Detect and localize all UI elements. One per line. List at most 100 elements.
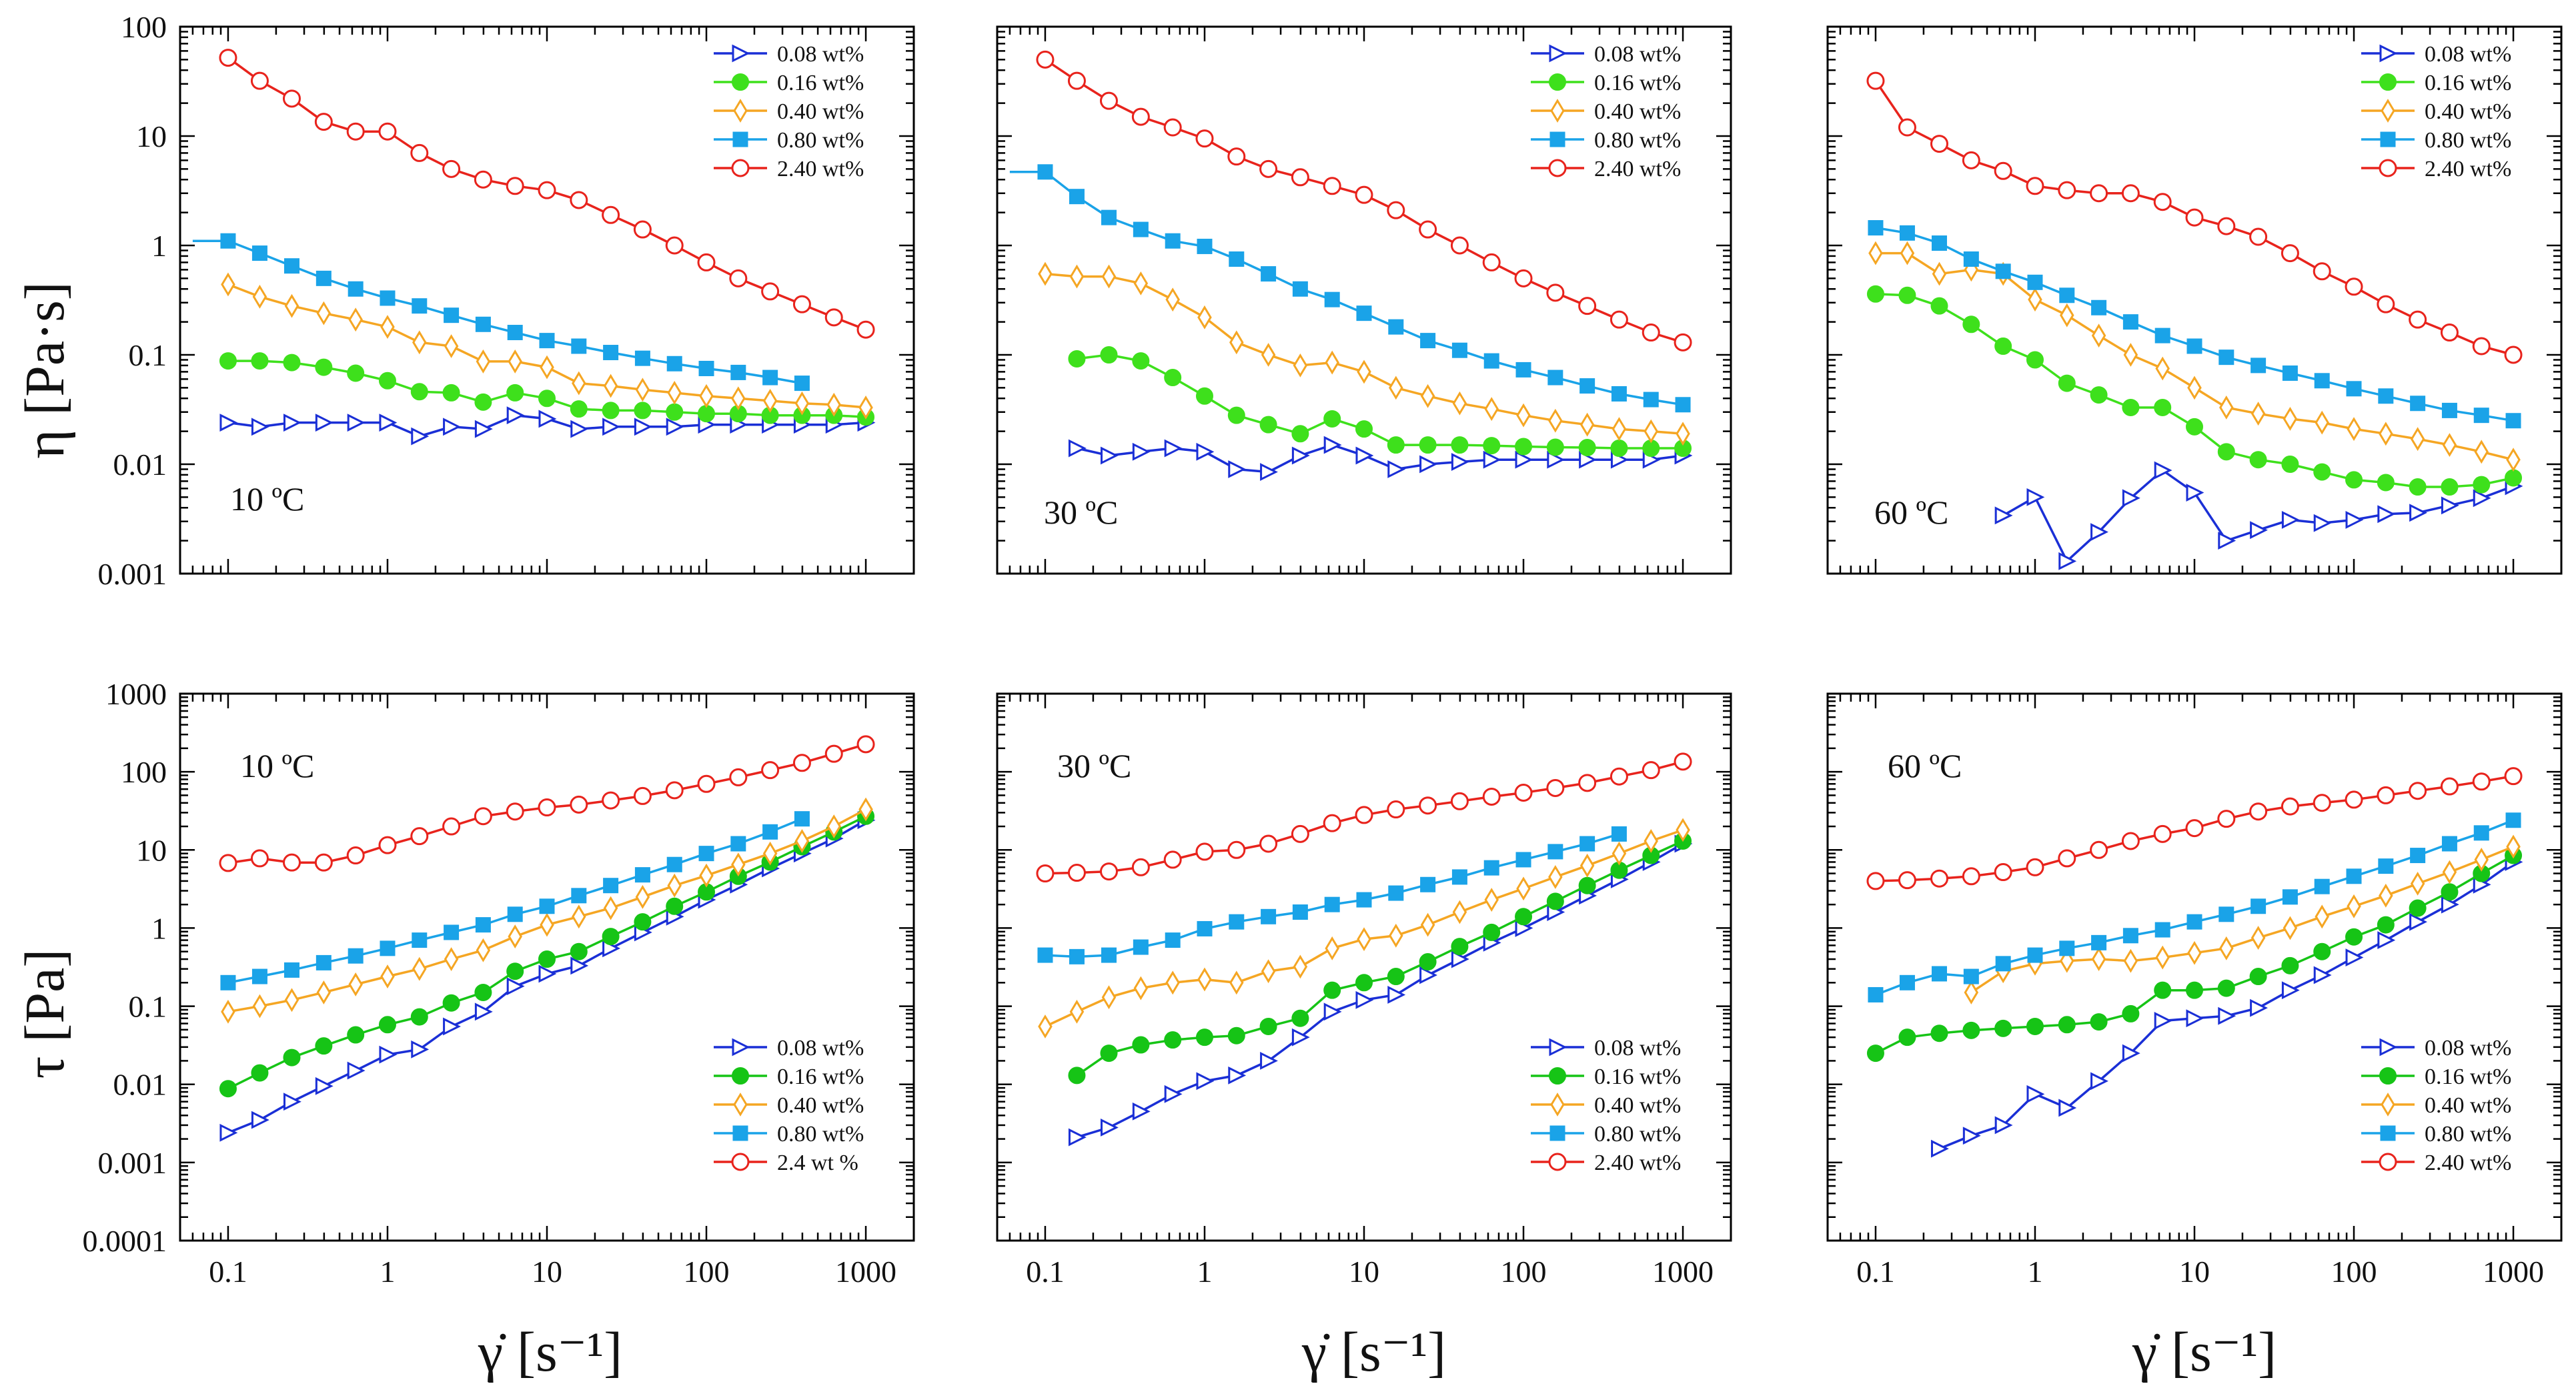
data-point <box>2185 208 2204 227</box>
data-point <box>2123 948 2138 973</box>
data-point <box>730 364 746 380</box>
data-point <box>1101 264 1117 289</box>
legend-marker <box>731 1153 750 1171</box>
y-tick-label: 100 <box>121 10 167 44</box>
legend-marker <box>1549 1125 1565 1141</box>
legend-marker <box>2379 1067 2397 1085</box>
legend-entry: 0.80 wt% <box>1594 1122 1681 1147</box>
data-point <box>1451 938 1469 956</box>
data-point <box>2281 456 2299 473</box>
legend-entry: 2.40 wt% <box>2425 1151 2511 1175</box>
data-point <box>315 954 332 970</box>
data-point <box>1164 1031 1182 1049</box>
data-point <box>506 802 524 821</box>
data-point <box>2249 451 2267 469</box>
data-point <box>1323 1002 1342 1021</box>
legend-marker <box>1550 99 1565 123</box>
data-point <box>347 1061 366 1080</box>
data-point <box>1930 135 1948 153</box>
data-point <box>2218 349 2234 366</box>
data-point <box>378 372 396 390</box>
data-point <box>1419 455 1437 474</box>
data-point <box>667 380 682 405</box>
data-point <box>2410 848 2426 864</box>
data-point <box>380 940 396 956</box>
data-point <box>1355 990 1374 1009</box>
data-point <box>1259 834 1278 853</box>
data-point <box>1100 446 1119 465</box>
data-point <box>476 938 491 962</box>
data-point <box>2250 402 2266 426</box>
data-point <box>666 856 682 872</box>
data-point <box>2218 1006 2236 1025</box>
data-point <box>506 962 524 980</box>
data-point <box>1355 446 1374 465</box>
data-point <box>1612 417 1627 442</box>
data-point <box>538 964 557 983</box>
data-point <box>2345 928 2363 946</box>
data-point <box>1195 129 1214 148</box>
data-point <box>442 817 461 836</box>
y-tick-label: 0.1 <box>129 990 167 1024</box>
data-point <box>1994 161 2012 180</box>
data-point <box>2347 894 2361 918</box>
data-point <box>1099 91 1118 110</box>
data-point <box>1515 438 1533 456</box>
legend-entry: 0.80 wt% <box>2425 1122 2511 1147</box>
data-point <box>2441 496 2459 515</box>
data-point <box>1452 391 1467 416</box>
data-point <box>1389 923 1403 948</box>
data-point <box>2187 376 2202 400</box>
data-point <box>2153 824 2172 843</box>
data-point <box>1611 826 1627 842</box>
data-point <box>1484 888 1499 912</box>
data-point <box>1450 236 1469 255</box>
data-point <box>2090 1072 2108 1091</box>
data-point <box>1419 796 1437 815</box>
data-point <box>1931 235 1947 251</box>
data-point <box>2441 895 2459 914</box>
legend-entry: 0.80 wt% <box>2425 128 2511 153</box>
data-point <box>1866 1044 1884 1063</box>
data-point <box>539 898 555 914</box>
temperature-label: 10 ºC <box>230 480 304 518</box>
data-point <box>1132 352 1150 370</box>
data-point <box>2028 287 2042 312</box>
data-point <box>2058 181 2076 199</box>
data-point <box>762 370 778 386</box>
data-point <box>2505 469 2523 487</box>
data-point <box>1261 908 1277 924</box>
data-point <box>2314 878 2330 894</box>
data-point <box>380 290 396 306</box>
data-point <box>2060 303 2074 327</box>
data-point <box>1387 460 1406 478</box>
data-point <box>348 972 363 996</box>
data-point <box>251 1064 269 1082</box>
data-point <box>2186 338 2202 354</box>
data-point <box>1515 450 1533 469</box>
data-point <box>792 754 811 772</box>
data-point <box>220 974 236 990</box>
series-line-0 <box>2002 468 2514 564</box>
data-point <box>1482 787 1501 806</box>
x-tick-label: 1 <box>380 1255 395 1289</box>
data-point <box>699 863 714 888</box>
data-point <box>2250 358 2267 374</box>
data-point <box>538 950 556 968</box>
data-point <box>1931 966 1947 982</box>
data-point <box>410 1008 428 1026</box>
data-point <box>1228 460 1247 478</box>
data-point <box>284 988 299 1012</box>
data-point <box>2313 262 2331 281</box>
legend-marker <box>2379 1153 2397 1171</box>
data-point <box>2505 413 2521 429</box>
data-point <box>2155 945 2170 970</box>
data-point <box>2441 478 2459 496</box>
data-point <box>1068 439 1087 458</box>
data-point <box>2377 916 2395 934</box>
legend-marker <box>1548 159 1567 177</box>
legend-marker <box>2379 159 2397 177</box>
data-point <box>219 1123 238 1142</box>
legend-marker <box>2381 1093 2395 1117</box>
data-point <box>380 964 395 988</box>
